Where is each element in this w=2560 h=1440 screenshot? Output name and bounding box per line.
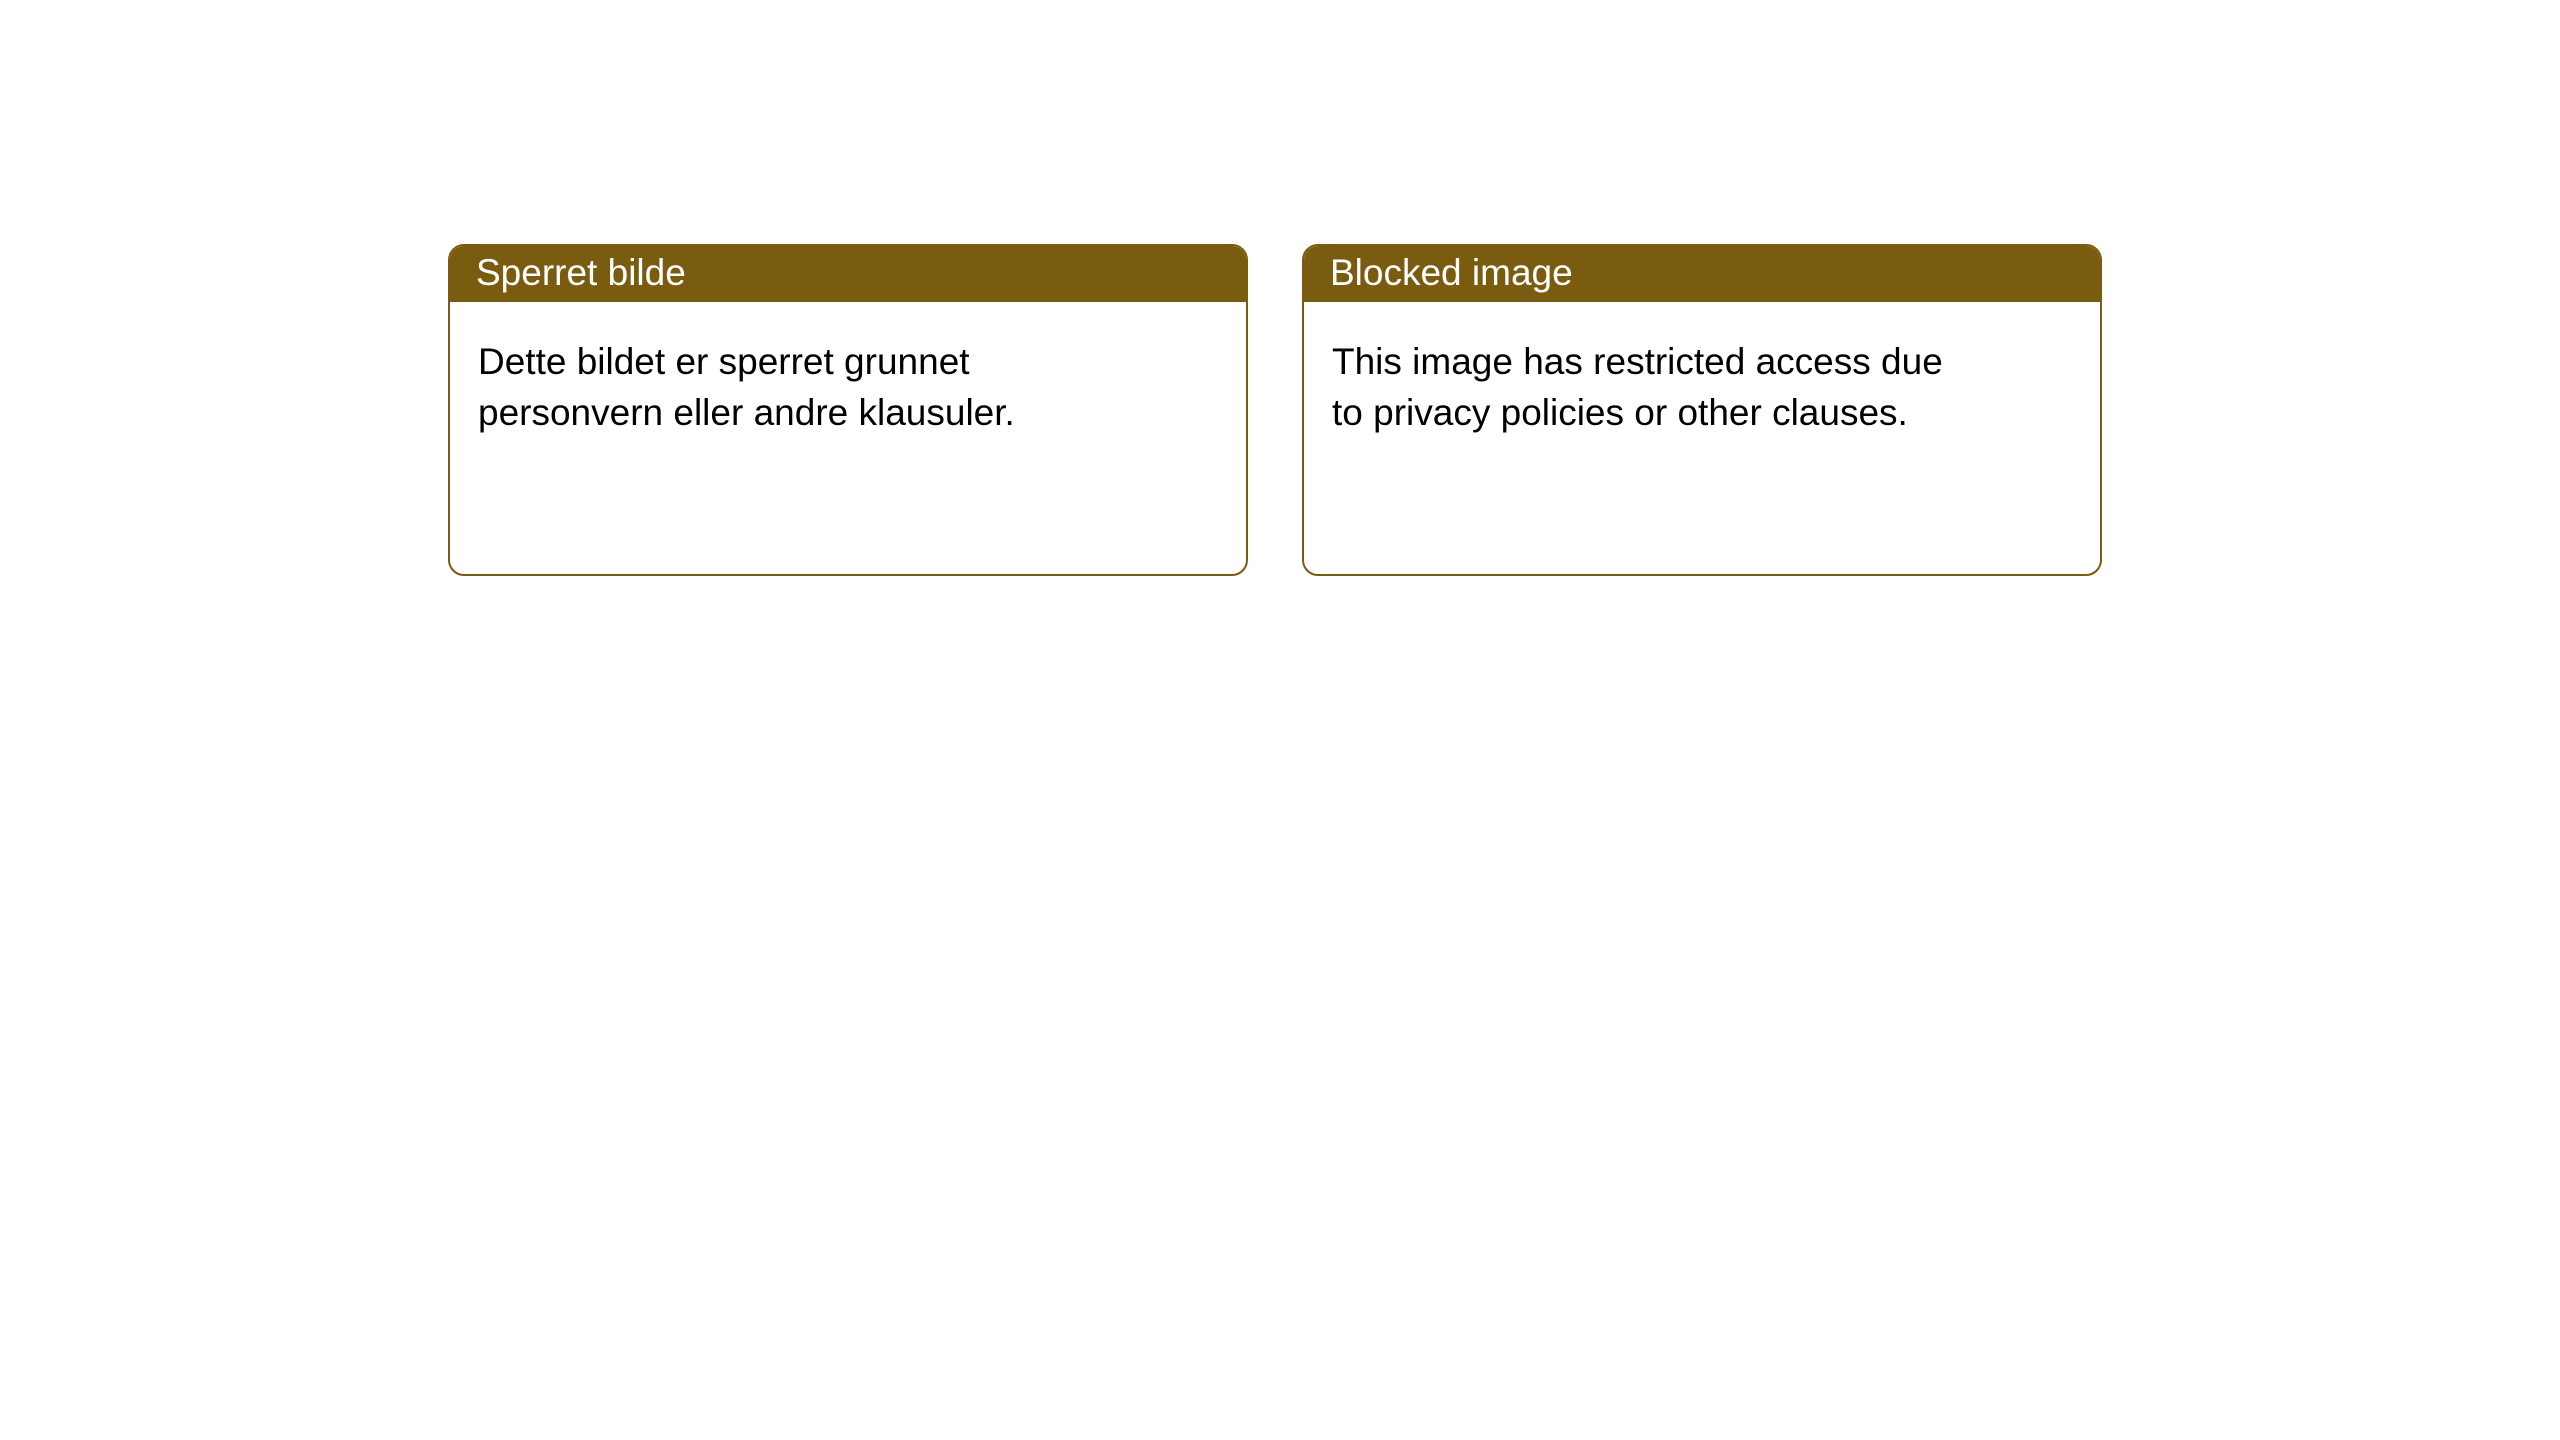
notice-cards-row: Sperret bilde Dette bildet er sperret gr… [0, 0, 2560, 576]
notice-body-norwegian: Dette bildet er sperret grunnet personve… [450, 302, 1130, 438]
notice-title-norwegian: Sperret bilde [450, 246, 1246, 302]
notice-body-english: This image has restricted access due to … [1304, 302, 1984, 438]
notice-card-english: Blocked image This image has restricted … [1302, 244, 2102, 576]
notice-title-english: Blocked image [1304, 246, 2100, 302]
notice-card-norwegian: Sperret bilde Dette bildet er sperret gr… [448, 244, 1248, 576]
